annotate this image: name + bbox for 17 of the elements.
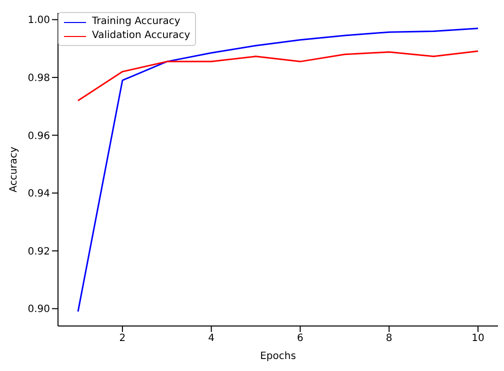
y-tick-label: 1.00 (28, 15, 50, 26)
x-tick-label: 6 (297, 333, 304, 344)
y-tick-label: 0.94 (28, 188, 50, 200)
x-tick-label: 8 (386, 333, 392, 344)
y-tick-label: 0.96 (28, 130, 50, 142)
legend-label: Training Accuracy (92, 15, 180, 29)
line-series (77, 28, 479, 312)
y-tick-label: 0.92 (28, 246, 50, 258)
x-tick-label: 10 (472, 333, 484, 344)
y-tick-label: 0.98 (28, 73, 50, 84)
x-tick-label: 2 (119, 333, 126, 344)
y-axis-title: Accuracy (8, 146, 20, 192)
legend-label: Validation Accuracy (92, 29, 190, 43)
x-axis-title: Epochs (260, 351, 296, 362)
x-tick-label: 4 (208, 333, 215, 344)
line-series (77, 50, 479, 102)
y-tick-label: 0.90 (28, 304, 50, 316)
